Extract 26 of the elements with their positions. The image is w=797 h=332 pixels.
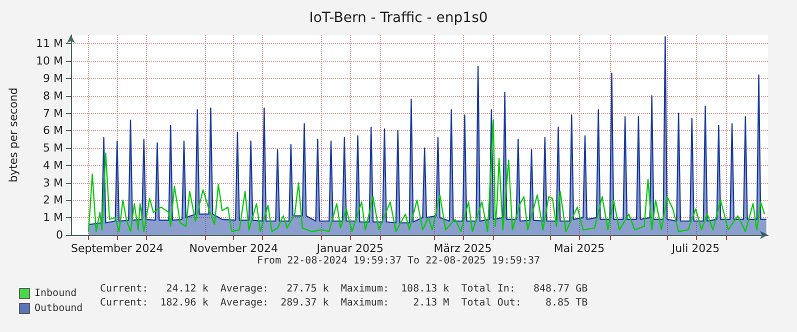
x-tick-label: November 2024 [189, 242, 278, 255]
legend-label: Inbound [34, 288, 77, 299]
text: Current: 182.96 k Average: 289.37 k Maximum: 2.13 M Total Out: 8.85 TB [100, 298, 588, 308]
x-tick-label: März 2025 [434, 242, 492, 255]
chart-title: IoT-Bern - Traffic - enp1s0 [309, 10, 488, 26]
line-series [88, 120, 766, 232]
y-tick-label: 9 M [43, 72, 63, 85]
y-tick-label: 10 M [36, 54, 63, 68]
text: Current: 24.12 k Average: 27.75 k Maximum: 108.13 k Total In: 848.77 GB [100, 284, 588, 294]
y-tick-label: 4 M [43, 158, 63, 172]
y-tick-label: 2 M [43, 194, 63, 207]
x-tick-label: September 2024 [71, 242, 164, 255]
legend-label: Outbound [34, 303, 83, 314]
y-tick-label: 6 M [43, 124, 63, 138]
y-axis-title: bytes per second [7, 88, 20, 182]
x-tick-label: Januar 2025 [316, 242, 384, 255]
y-tick-label: 11 M [36, 37, 63, 50]
y-tick-label: 8 M [43, 89, 63, 102]
y-tick-label: 7 M [43, 106, 63, 120]
x-tick-label: Mai 2025 [554, 242, 605, 255]
y-tick-label: 3 M [43, 176, 63, 190]
y-tick-label: 5 M [43, 142, 63, 155]
x-tick-label: Juli 2025 [670, 242, 720, 255]
y-tick-label: 1 M [43, 211, 63, 224]
text: From 22-08-2024 19:59:37 To 22-08-2025 19:59:37 [257, 256, 540, 266]
y-tick-label: 0 [56, 228, 63, 242]
